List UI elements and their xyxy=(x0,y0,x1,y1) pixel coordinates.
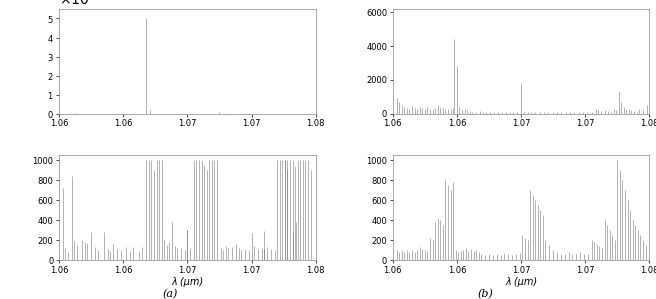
Text: (a): (a) xyxy=(163,289,178,299)
Text: (b): (b) xyxy=(478,289,493,299)
X-axis label: λ (μm): λ (μm) xyxy=(171,277,203,287)
X-axis label: λ (μm): λ (μm) xyxy=(505,277,537,287)
